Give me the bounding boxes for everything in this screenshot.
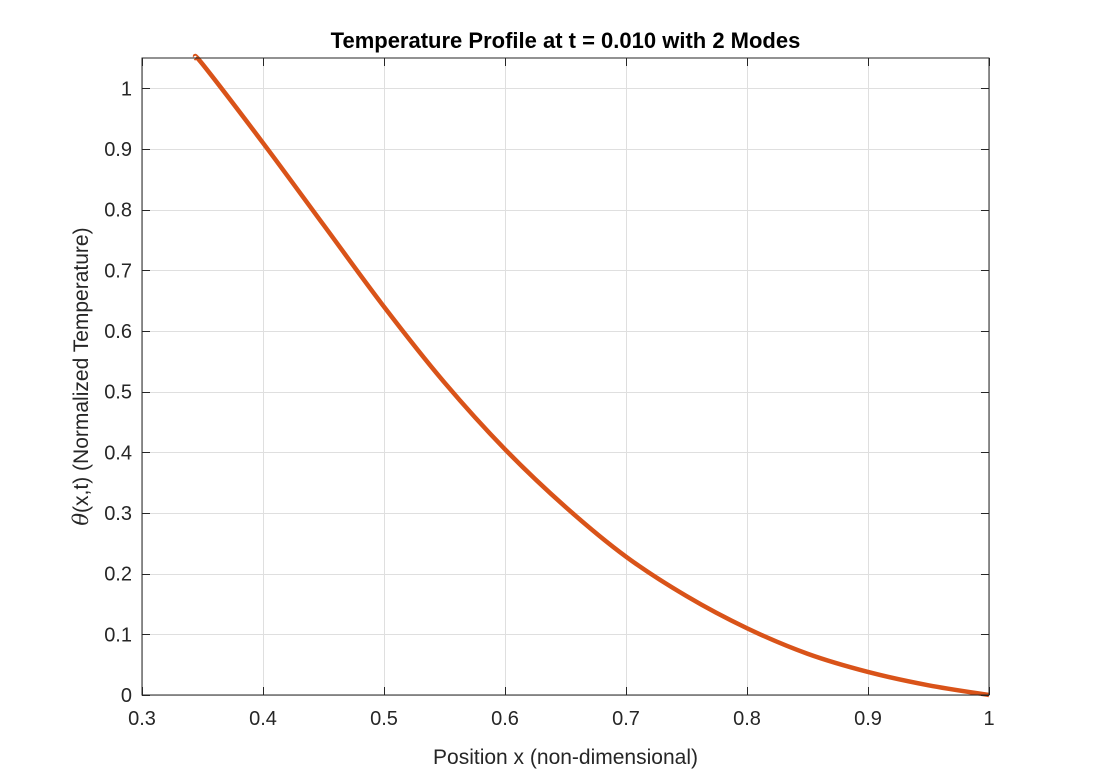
x-tick-label: 0.7 bbox=[612, 708, 640, 730]
y-tick-label: 0.3 bbox=[104, 503, 132, 525]
x-tick-label: 0.3 bbox=[128, 708, 156, 730]
y-tick-label: 0.9 bbox=[104, 139, 132, 161]
series-layer bbox=[192, 53, 990, 698]
x-tick-label: 1 bbox=[983, 708, 994, 730]
y-tick-labels: 0 0.1 0.2 0.3 0.4 0.5 0.6 0.7 0.8 0.9 1 bbox=[104, 78, 132, 707]
x-tick-label: 0.8 bbox=[733, 708, 761, 730]
plot-area bbox=[142, 58, 989, 695]
x-tick-label: 0.6 bbox=[491, 708, 519, 730]
y-axis-label-text: (x,t) (Normalized Temperature) bbox=[70, 227, 93, 513]
x-tick-labels: 0.3 0.4 0.5 0.6 0.7 0.8 0.9 1 bbox=[128, 708, 994, 730]
x-axis-label: Position x (non-dimensional) bbox=[433, 746, 698, 769]
y-tick-label: 0.6 bbox=[104, 321, 132, 343]
y-tick-label: 0.4 bbox=[104, 442, 132, 464]
temperature-series-line bbox=[192, 53, 990, 698]
ticks bbox=[142, 58, 990, 696]
y-axis-label: θ(x,t) (Normalized Temperature) bbox=[69, 227, 93, 525]
axes-box bbox=[141, 57, 990, 696]
y-tick-label: 0.5 bbox=[104, 382, 132, 404]
y-tick-label: 0.2 bbox=[104, 564, 132, 586]
x-tick-label: 0.9 bbox=[854, 708, 882, 730]
x-tick-label: 0.5 bbox=[370, 708, 398, 730]
y-tick-label: 0 bbox=[121, 685, 132, 707]
y-tick-label: 1 bbox=[121, 78, 132, 100]
y-tick-label: 0.8 bbox=[104, 200, 132, 222]
y-tick-label: 0.7 bbox=[104, 260, 132, 282]
y-axis-label-symbol: θ bbox=[69, 513, 93, 526]
chart-title: Temperature Profile at t = 0.010 with 2 … bbox=[331, 28, 801, 53]
y-tick-label: 0.1 bbox=[104, 624, 132, 646]
x-tick-label: 0.4 bbox=[249, 708, 277, 730]
